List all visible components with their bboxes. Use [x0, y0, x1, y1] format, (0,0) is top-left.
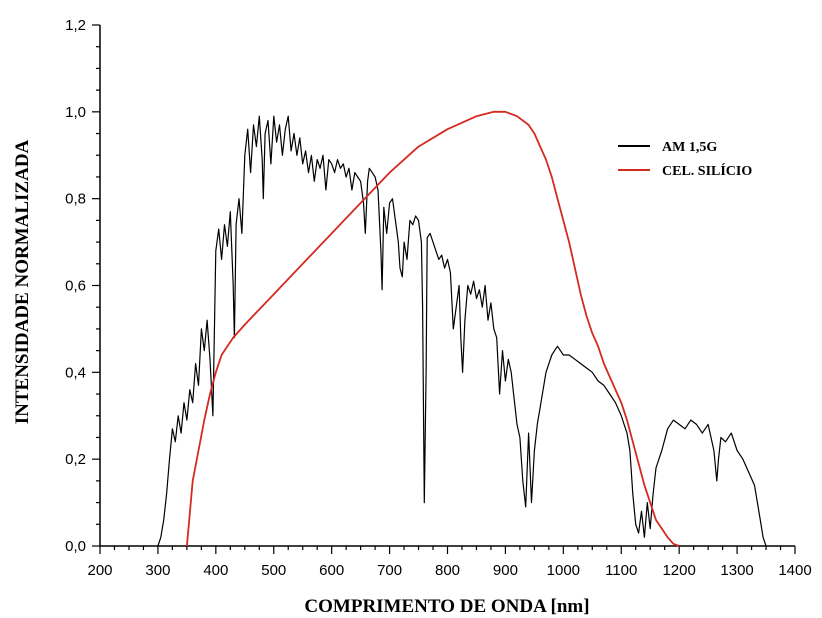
legend-label-am15g: AM 1,5G: [662, 140, 717, 155]
x-axis-title: COMPRIMENTO DE ONDA [nm]: [304, 596, 589, 617]
y-tick-label: 0,0: [65, 538, 86, 555]
y-tick-label: 1,2: [65, 17, 86, 34]
x-tick-label: 1200: [662, 562, 695, 579]
x-tick-label: 900: [493, 562, 518, 579]
series-line-silicio: [187, 112, 679, 546]
tick-marks: [92, 25, 795, 554]
x-tick-label: 1000: [547, 562, 580, 579]
x-tick-labels: 200 300 400 500 600 700 800 900 1000 1100 1200 1300…: [87, 562, 811, 579]
y-tick-label: 1,0: [65, 104, 86, 121]
x-tick-label: 400: [203, 562, 228, 579]
y-tick-label: 0,8: [65, 191, 86, 208]
series-line-am15g: [158, 116, 766, 546]
legend: AM 1,5G CEL. SILÍCIO: [618, 140, 752, 179]
x-tick-label: 1400: [778, 562, 811, 579]
y-tick-label: 0,2: [65, 451, 86, 468]
y-tick-label: 0,6: [65, 278, 86, 295]
y-tick-label: 0,4: [65, 364, 86, 381]
x-tick-label: 600: [319, 562, 344, 579]
x-tick-label: 200: [87, 562, 112, 579]
y-axis-title: INTENSIDADE NORMALIZADA: [12, 139, 33, 424]
x-tick-label: 1100: [605, 562, 637, 579]
x-tick-label: 800: [435, 562, 460, 579]
x-tick-label: 500: [261, 562, 286, 579]
x-tick-label: 700: [377, 562, 402, 579]
legend-label-silicio: CEL. SILÍCIO: [662, 162, 752, 179]
x-tick-label: 1300: [720, 562, 753, 579]
axes: [100, 25, 795, 546]
x-tick-label: 300: [145, 562, 170, 579]
y-tick-labels: 0,0 0,2 0,4 0,6 0,8 1,0 1,2: [65, 17, 86, 555]
